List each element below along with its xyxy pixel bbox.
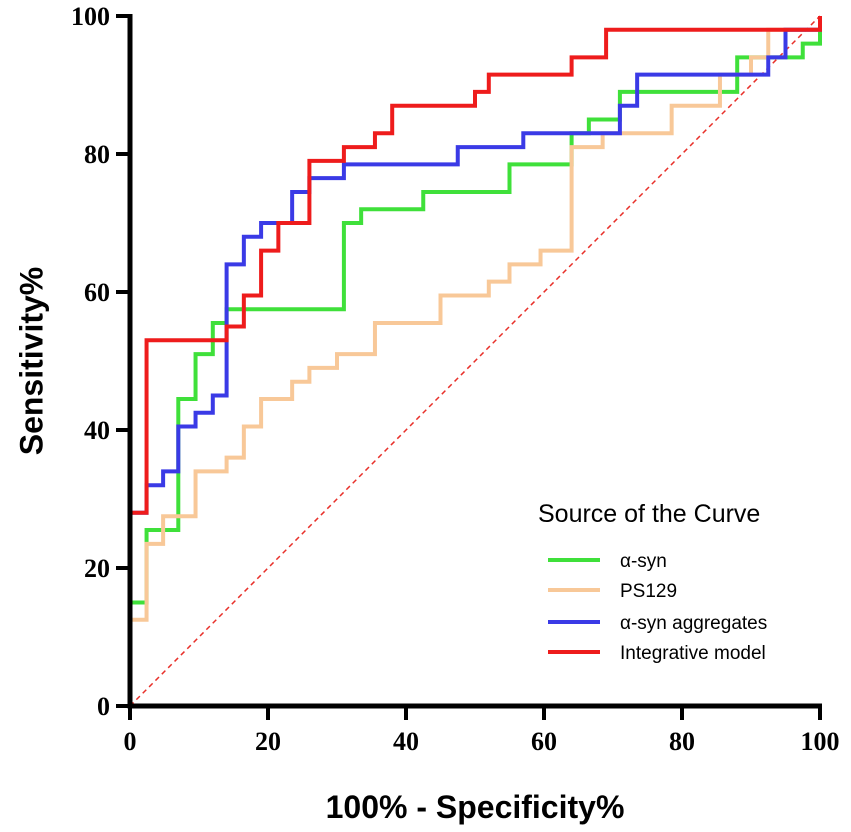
x-tick-label: 20 xyxy=(255,727,281,756)
legend-label: PS129 xyxy=(620,581,677,602)
x-tick-label: 80 xyxy=(669,727,695,756)
legend-label: α-syn xyxy=(620,551,667,572)
x-tick-label: 40 xyxy=(393,727,419,756)
y-axis-title: Sensitivity% xyxy=(13,267,49,456)
roc-curve xyxy=(128,16,822,706)
y-tick-label: 60 xyxy=(84,278,110,307)
x-tick-label: 0 xyxy=(124,727,137,756)
y-tick-label: 20 xyxy=(84,554,110,583)
roc-curve xyxy=(128,27,820,706)
legend-label: α-syn aggregates xyxy=(620,613,767,634)
legend-label: Integrative model xyxy=(620,643,766,664)
x-tick-label: 100 xyxy=(801,727,840,756)
y-tick-label: 0 xyxy=(97,692,110,721)
legend-title: Source of the Curve xyxy=(538,500,760,528)
y-tick-label: 100 xyxy=(71,2,110,31)
y-tick-label: 80 xyxy=(84,140,110,169)
roc-curve xyxy=(128,16,822,706)
x-tick-label: 60 xyxy=(531,727,557,756)
x-axis-title: 100% - Specificity% xyxy=(326,789,625,825)
y-tick-label: 40 xyxy=(84,416,110,445)
reference-line xyxy=(129,15,821,707)
roc-curve xyxy=(128,16,822,706)
